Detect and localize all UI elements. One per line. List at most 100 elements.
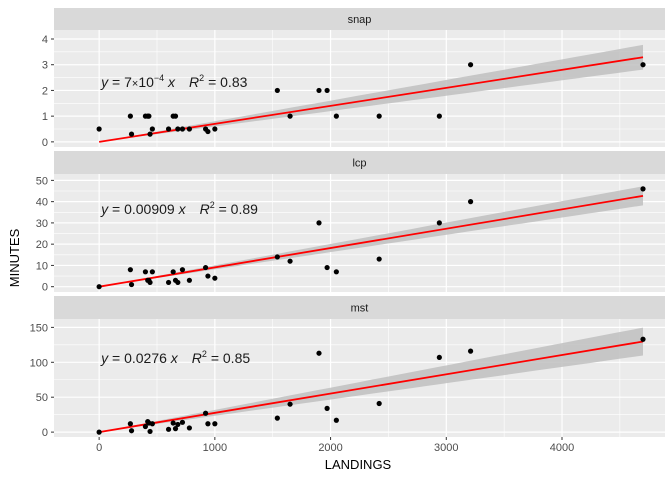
data-point bbox=[96, 126, 102, 132]
data-point bbox=[202, 410, 209, 416]
fit-line bbox=[98, 340, 644, 434]
data-point bbox=[186, 277, 192, 283]
data-point bbox=[179, 126, 186, 132]
confidence-band bbox=[99, 44, 644, 142]
panel-background bbox=[54, 174, 665, 292]
eq-coef: = 7 bbox=[108, 74, 132, 90]
data-point bbox=[149, 421, 155, 427]
data-point bbox=[287, 113, 293, 119]
eq-r: R bbox=[192, 350, 202, 366]
data-point bbox=[376, 113, 382, 119]
data-point bbox=[202, 264, 209, 271]
data-point bbox=[170, 269, 176, 275]
strip-label: lcp bbox=[352, 158, 366, 170]
data-point bbox=[205, 128, 211, 135]
strip-label: mst bbox=[351, 303, 369, 315]
y-tick-label: 40 bbox=[36, 197, 48, 209]
x-tick-label: 1000 bbox=[203, 442, 227, 454]
data-point bbox=[147, 279, 153, 286]
x-tick-label: 2000 bbox=[318, 442, 342, 454]
data-point bbox=[376, 256, 382, 262]
data-point bbox=[287, 258, 293, 264]
data-point bbox=[212, 126, 218, 132]
data-point bbox=[165, 126, 172, 132]
data-point bbox=[127, 113, 133, 119]
eq-coef: = 0.00909 bbox=[108, 201, 175, 217]
data-point bbox=[274, 415, 280, 421]
data-point bbox=[376, 400, 382, 407]
data-point bbox=[186, 425, 192, 431]
eq-r-value: = 0.85 bbox=[207, 350, 250, 366]
data-point bbox=[175, 279, 181, 286]
y-tick-label: 150 bbox=[30, 322, 48, 334]
y-tick-label: 4 bbox=[42, 34, 48, 46]
data-point bbox=[175, 126, 181, 132]
eq-y: y bbox=[100, 350, 109, 366]
data-point bbox=[149, 269, 155, 275]
data-point bbox=[212, 275, 218, 281]
y-tick-label: 50 bbox=[36, 175, 48, 187]
equation-annotation: y = 0.00909 x R2 = 0.89 bbox=[100, 200, 258, 217]
data-point bbox=[96, 429, 102, 435]
y-tick-label: 0 bbox=[42, 137, 48, 149]
panel-background bbox=[54, 30, 665, 147]
eq-exponent: −4 bbox=[154, 73, 164, 83]
x-axis-title: LANDINGS bbox=[325, 457, 392, 472]
y-tick-label: 50 bbox=[36, 392, 48, 404]
eq-x: x bbox=[175, 201, 187, 217]
confidence-band bbox=[99, 327, 644, 433]
data-point bbox=[127, 267, 133, 273]
x-tick-label: 3000 bbox=[434, 442, 458, 454]
data-point bbox=[127, 421, 133, 427]
y-tick-label: 2 bbox=[42, 85, 48, 97]
data-point bbox=[436, 354, 442, 361]
facet-panel-lcp: lcp 0 10 20 30 40 50 y = 0.00909 x R2 = 0.89 bbox=[36, 151, 665, 294]
strip-label: snap bbox=[348, 14, 372, 26]
data-point bbox=[147, 428, 153, 435]
data-point bbox=[142, 423, 149, 430]
y-axis-title: MINUTES bbox=[7, 228, 22, 287]
data-point bbox=[147, 131, 153, 137]
eq-r-exponent: 2 bbox=[202, 349, 207, 359]
data-point bbox=[172, 113, 179, 119]
eq-y: y bbox=[100, 74, 109, 90]
data-point bbox=[170, 420, 176, 426]
equation-annotation: y = 7×10−4 x R2 = 0.83 bbox=[100, 73, 247, 90]
y-tick-label: 1 bbox=[42, 111, 48, 123]
strip-background bbox=[54, 151, 665, 174]
eq-r-value: = 0.89 bbox=[215, 201, 258, 217]
y-tick-label: 3 bbox=[42, 60, 48, 72]
eq-r-value: = 0.83 bbox=[204, 74, 247, 90]
strip-background bbox=[54, 8, 665, 30]
strip-background bbox=[54, 296, 665, 319]
y-tick-label: 10 bbox=[36, 260, 48, 272]
data-point bbox=[333, 113, 339, 119]
y-tick-label: 0 bbox=[42, 282, 48, 294]
panel-background bbox=[54, 319, 665, 437]
data-point bbox=[333, 269, 339, 275]
data-point bbox=[142, 269, 149, 275]
eq-x: x bbox=[167, 350, 179, 366]
data-point bbox=[324, 405, 330, 411]
data-point bbox=[96, 284, 102, 290]
y-tick-label: 30 bbox=[36, 218, 48, 230]
fit-line bbox=[98, 194, 644, 288]
data-point bbox=[640, 62, 646, 68]
eq-r: R bbox=[189, 74, 199, 90]
eq-r-exponent: 2 bbox=[199, 73, 204, 83]
data-point bbox=[316, 350, 322, 356]
data-point bbox=[274, 87, 280, 94]
y-tick-label: 100 bbox=[30, 357, 48, 369]
facet-panel-mst: mst 0 50 100 150 y = 0.0276 x R2 = 0.85 bbox=[30, 296, 665, 439]
data-point bbox=[333, 417, 339, 423]
data-point bbox=[165, 279, 172, 286]
data-point bbox=[128, 281, 135, 288]
eq-r: R bbox=[200, 201, 210, 217]
data-point bbox=[436, 220, 442, 226]
data-point bbox=[274, 254, 280, 260]
eq-times: × bbox=[132, 78, 138, 90]
eq-base: 10 bbox=[138, 74, 154, 90]
data-point bbox=[146, 113, 152, 119]
eq-r-exponent: 2 bbox=[210, 200, 215, 210]
data-point bbox=[205, 273, 211, 279]
